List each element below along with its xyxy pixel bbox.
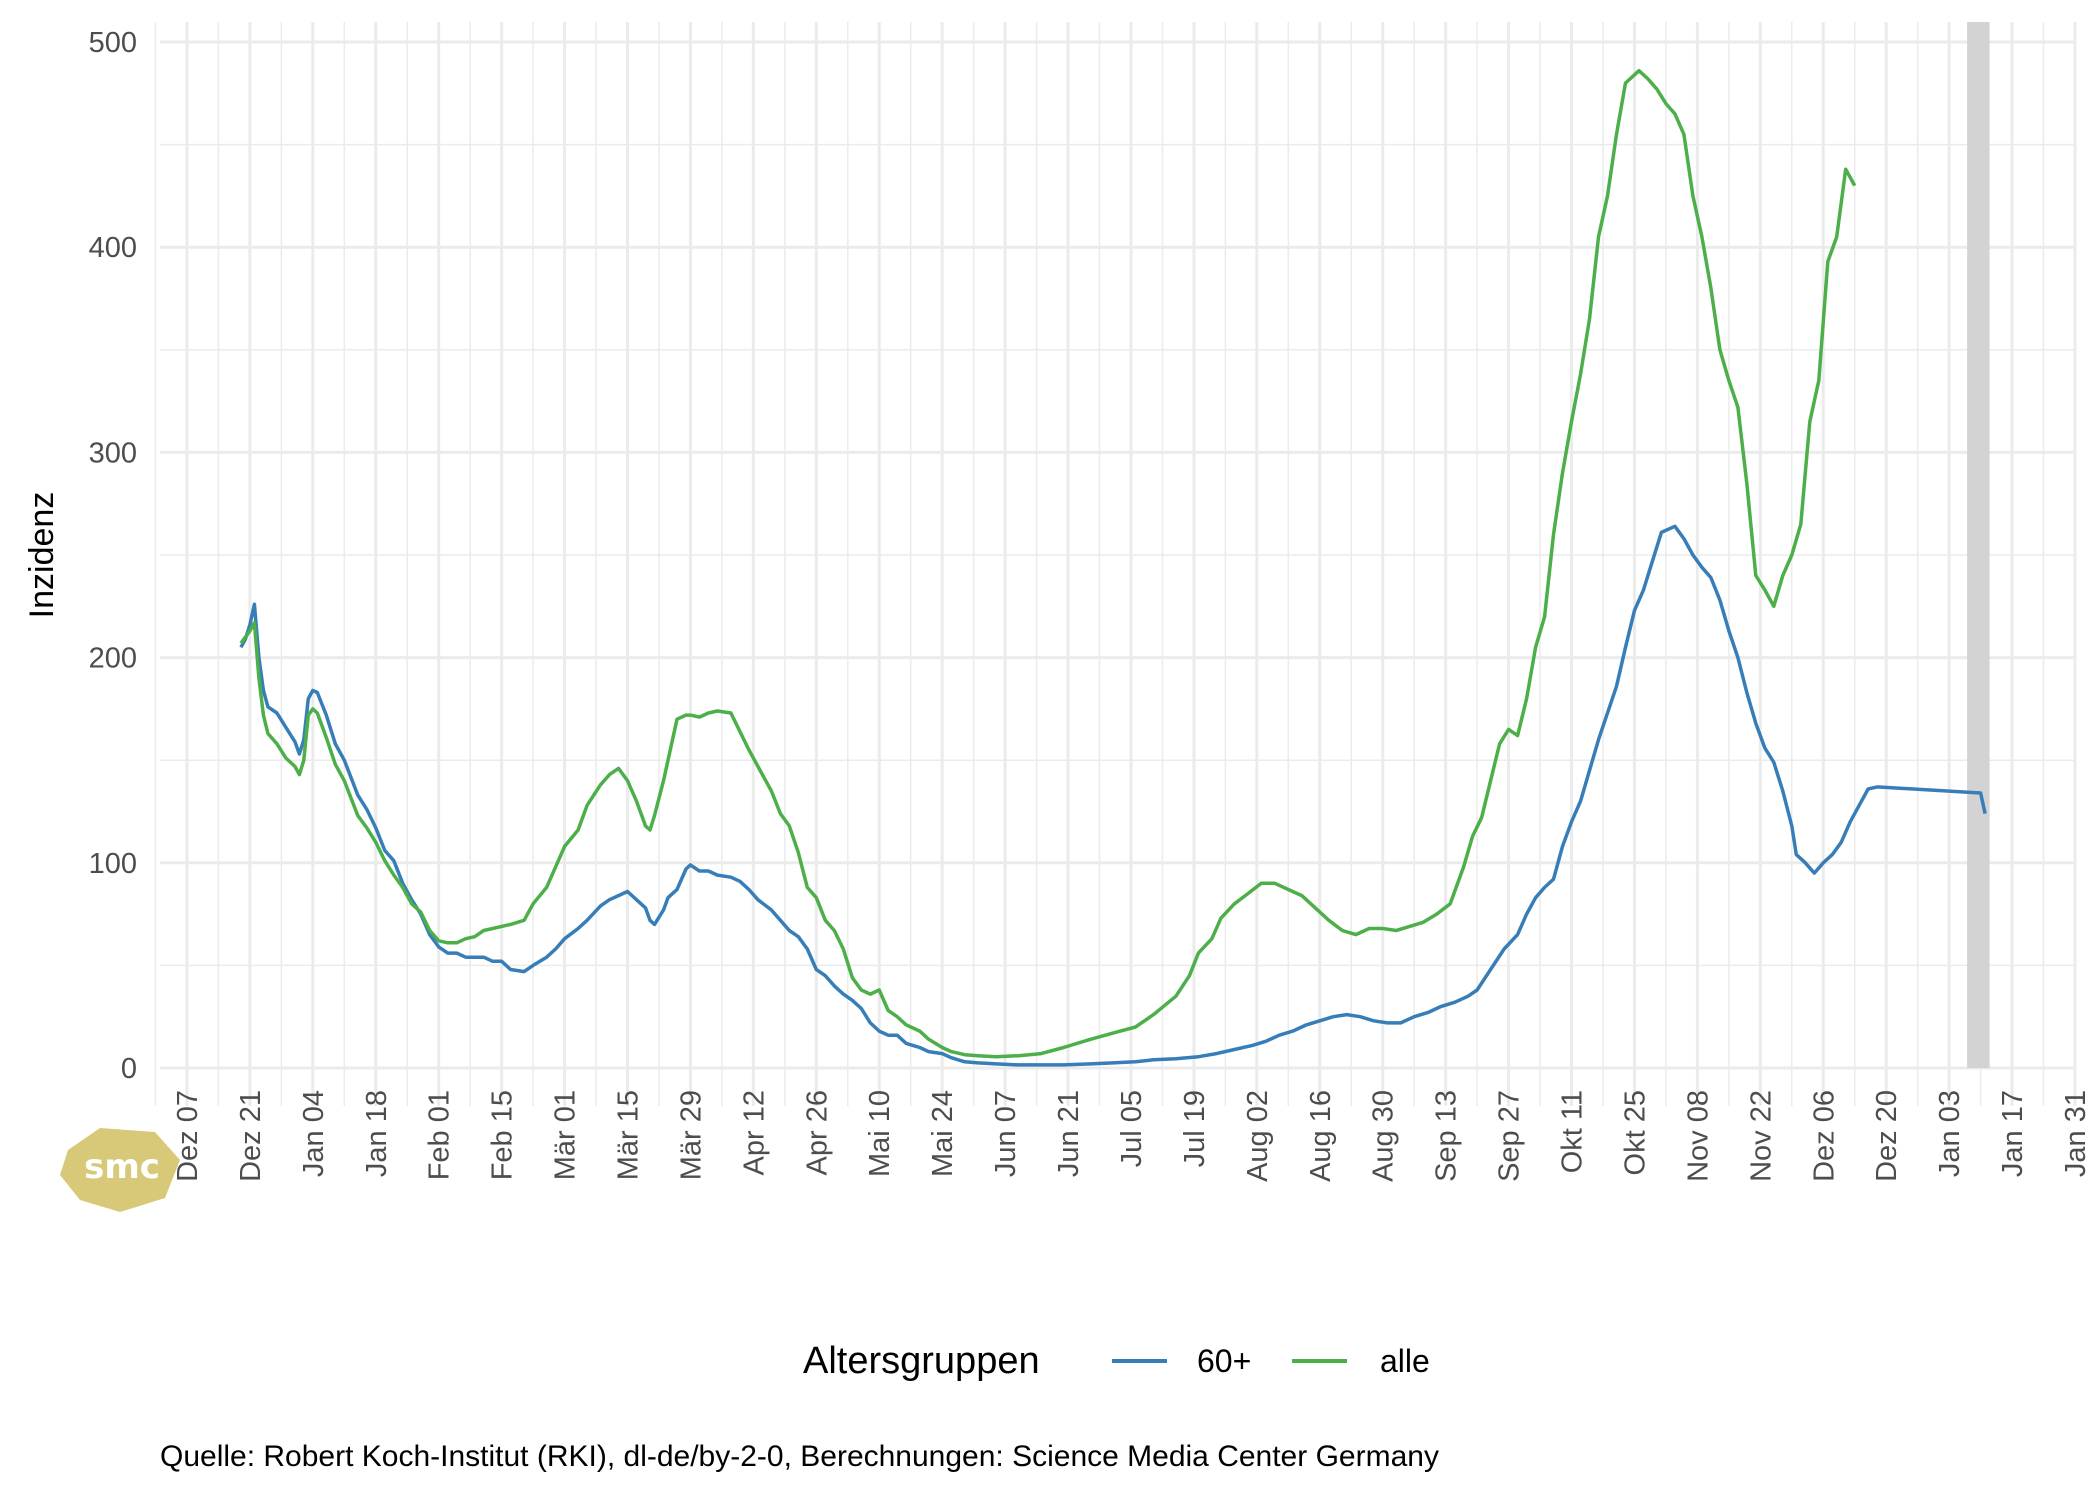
x-tick-label: Dez 06 bbox=[1808, 1090, 1840, 1182]
x-tick-label: Aug 30 bbox=[1368, 1090, 1400, 1182]
x-tick-label: Apr 26 bbox=[801, 1090, 833, 1175]
y-axis-title: Inzidenz bbox=[23, 492, 61, 619]
legend: Altersgruppen 60+ alle bbox=[803, 1340, 1430, 1382]
x-tick-label: Aug 02 bbox=[1242, 1090, 1274, 1182]
x-tick-label: Sep 27 bbox=[1494, 1090, 1526, 1182]
x-tick-label: Mai 10 bbox=[864, 1090, 896, 1177]
series-layer bbox=[239, 68, 1987, 1067]
x-tick-label: Sep 13 bbox=[1431, 1090, 1463, 1182]
x-tick-label: Jan 31 bbox=[2060, 1090, 2092, 1177]
x-tick-label: Feb 15 bbox=[487, 1090, 519, 1180]
x-tick-label: Jun 07 bbox=[990, 1090, 1022, 1177]
shaded-band-layer bbox=[1967, 22, 1990, 1068]
x-tick-label: Jul 05 bbox=[1116, 1090, 1148, 1167]
x-tick-label: Jan 18 bbox=[361, 1090, 393, 1177]
x-tick-label: Mär 29 bbox=[675, 1090, 707, 1180]
x-tick-label: Jun 21 bbox=[1053, 1090, 1085, 1177]
legend-title: Altersgruppen bbox=[803, 1340, 1040, 1382]
x-tick-label: Jan 04 bbox=[298, 1090, 330, 1177]
shaded-band bbox=[1967, 22, 1990, 1068]
x-tick-label: Jan 03 bbox=[1934, 1090, 1966, 1177]
x-tick-label: Mai 24 bbox=[927, 1090, 959, 1177]
y-axis-ticks: 0 100 200 300 400 500 bbox=[89, 27, 137, 1085]
x-tick-label: Nov 22 bbox=[1745, 1090, 1777, 1182]
legend-label-60plus: 60+ bbox=[1197, 1343, 1251, 1379]
smc-logo-text: smc bbox=[84, 1147, 160, 1187]
smc-logo: smc bbox=[60, 1128, 180, 1212]
y-tick-label: 0 bbox=[121, 1053, 137, 1085]
x-tick-label: Okt 11 bbox=[1557, 1090, 1589, 1173]
y-tick-label: 200 bbox=[89, 643, 137, 675]
grid-layer bbox=[154, 22, 2077, 1106]
x-tick-label: Dez 21 bbox=[235, 1090, 267, 1182]
x-tick-label: Jan 17 bbox=[1997, 1090, 2029, 1177]
x-tick-label: Aug 16 bbox=[1305, 1090, 1337, 1182]
x-tick-label: Dez 20 bbox=[1871, 1090, 1903, 1182]
x-tick-label: Okt 25 bbox=[1619, 1090, 1651, 1175]
x-tick-label: Nov 08 bbox=[1682, 1090, 1714, 1182]
source-caption: Quelle: Robert Koch-Institut (RKI), dl-d… bbox=[160, 1440, 1439, 1473]
x-tick-label: Mär 01 bbox=[550, 1090, 582, 1180]
legend-label-alle: alle bbox=[1380, 1343, 1430, 1379]
y-tick-label: 300 bbox=[89, 437, 137, 469]
x-tick-label: Apr 12 bbox=[738, 1090, 770, 1175]
series-line-0 bbox=[239, 524, 1987, 1067]
x-tick-label: Mär 15 bbox=[613, 1090, 645, 1180]
y-tick-label: 400 bbox=[89, 232, 137, 264]
smc-logo-shape bbox=[60, 1128, 180, 1212]
x-tick-label: Jul 19 bbox=[1179, 1090, 1211, 1167]
series-line-1 bbox=[239, 68, 1857, 1059]
x-axis-ticks: Dez 07 Dez 21 Jan 04 Jan 18 Feb 01 Feb 15 Mär … bbox=[172, 1090, 2092, 1182]
x-tick-label: Feb 01 bbox=[424, 1090, 456, 1180]
y-tick-label: 500 bbox=[89, 27, 137, 59]
y-tick-label: 100 bbox=[89, 848, 137, 880]
